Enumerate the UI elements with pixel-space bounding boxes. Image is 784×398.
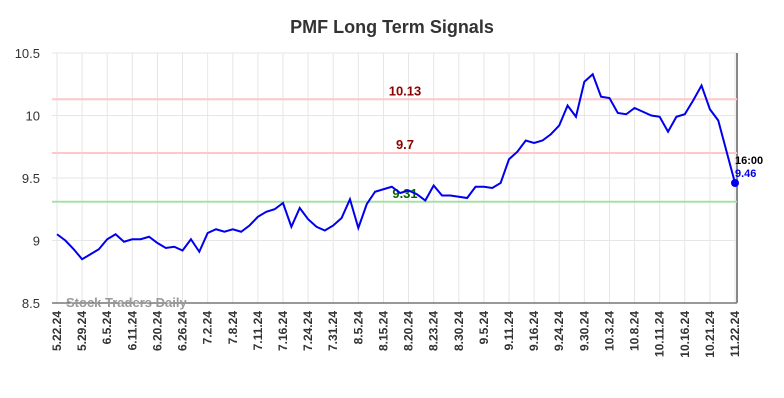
x-tick-label: 10.3.24 (602, 311, 616, 351)
x-tick-label: 6.26.24 (176, 311, 190, 351)
x-tick-label: 7.16.24 (276, 311, 290, 351)
y-tick-label: 10 (26, 109, 40, 124)
x-tick-label: 9.11.24 (502, 311, 516, 351)
x-tick-label: 9.30.24 (577, 311, 591, 351)
x-tick-label: 10.8.24 (628, 311, 642, 351)
x-tick-label: 8.30.24 (452, 311, 466, 351)
x-tick-label: 7.31.24 (326, 311, 340, 351)
y-tick-label: 8.5 (22, 296, 40, 311)
x-tick-label: 6.11.24 (125, 311, 139, 351)
reference-label: 9.31 (392, 186, 417, 201)
y-tick-label: 10.5 (15, 46, 40, 61)
x-tick-label: 10.16.24 (678, 311, 692, 358)
x-tick-label: 8.5.24 (351, 311, 365, 345)
x-tick-label: 9.16.24 (527, 311, 541, 351)
last-point (731, 179, 739, 187)
x-tick-label: 11.22.24 (728, 311, 742, 357)
last-time-label: 16:00 (735, 155, 763, 167)
x-tick-label: 9.5.24 (477, 311, 491, 345)
price-line (56, 72, 736, 261)
x-tick-label: 6.5.24 (100, 311, 114, 345)
x-tick-label: 5.22.24 (50, 311, 64, 351)
x-tick-label: 7.24.24 (301, 311, 315, 351)
last-value-label: 9.46 (735, 168, 756, 180)
x-tick-label: 8.15.24 (376, 311, 390, 351)
watermark: Stock Traders Daily (66, 295, 187, 310)
y-tick-label: 9 (33, 234, 40, 249)
x-tick-label: 6.20.24 (150, 311, 164, 351)
x-tick-label: 7.11.24 (251, 311, 265, 351)
chart-title: PMF Long Term Signals (290, 17, 494, 37)
x-tick-label: 10.21.24 (703, 311, 717, 358)
x-tick-label: 7.8.24 (226, 311, 240, 345)
x-tick-label: 10.11.24 (653, 311, 667, 357)
x-tick-label: 9.24.24 (552, 311, 566, 351)
x-tick-label: 5.29.24 (75, 311, 89, 351)
reference-label: 9.7 (396, 137, 414, 152)
x-tick-label: 8.20.24 (402, 311, 416, 351)
y-tick-label: 9.5 (22, 171, 40, 186)
x-tick-label: 8.23.24 (427, 311, 441, 351)
reference-label: 10.13 (389, 83, 422, 98)
x-tick-label: 7.2.24 (201, 311, 215, 345)
